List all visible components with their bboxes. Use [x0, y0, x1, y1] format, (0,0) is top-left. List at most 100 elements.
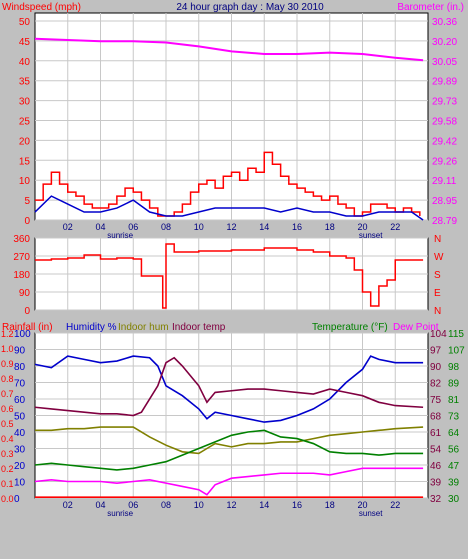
humidity-header: Humidity %: [66, 322, 117, 333]
direction-tick-label: 360: [13, 234, 30, 245]
temp-tick-label: 68: [430, 412, 442, 423]
temp-tick-label: 82: [430, 379, 442, 390]
rain-tick-label: 0.3: [1, 449, 14, 459]
wind-series: [35, 151, 421, 217]
rain-tick-label: 0.4: [1, 434, 14, 444]
direction-tick-label: 180: [13, 270, 30, 281]
temp-tick-label: 104: [430, 329, 447, 340]
baro-tick-label: 30.20: [432, 37, 457, 48]
wind-tick-label: 45: [19, 37, 31, 48]
indoor-tick-label: 47: [448, 461, 460, 472]
rain-tick-label: 0.1: [1, 479, 14, 489]
indoor-temp-header: Indoor temp: [172, 322, 226, 333]
series-humidity-: [34, 355, 424, 423]
x-tick-label: 12: [226, 500, 236, 510]
baro-tick-label: 29.26: [432, 156, 457, 167]
series-indoor-hum: [35, 426, 424, 455]
direction-tick-label: 270: [13, 252, 30, 263]
sunset-label: sunset: [359, 509, 383, 518]
baro-tick-label: 30.05: [432, 57, 457, 68]
wind-tick-label: 20: [19, 136, 31, 147]
series-dew-point: [34, 467, 424, 496]
compass-label: W: [434, 252, 444, 263]
baro-tick-label: 29.89: [432, 77, 457, 88]
chart-title: 24 hour graph day : May 30 2010: [176, 2, 324, 13]
barometer-header-label: Barometer (in.): [397, 2, 464, 13]
compass-label: N: [434, 306, 441, 317]
series-indoor-temp: [34, 356, 424, 417]
baro-tick-label: 29.42: [432, 136, 457, 147]
x-tick-label: 04: [95, 500, 105, 510]
sunset-label: sunset: [359, 231, 383, 240]
rain-tick-label: 0.2: [1, 464, 14, 474]
temp-tick-label: 90: [430, 362, 442, 373]
direction-tick-label: 90: [19, 288, 31, 299]
humidity-tick-label: 10: [14, 478, 26, 489]
temp-tick-label: 54: [430, 445, 442, 456]
rain-tick-label: 0.5: [1, 419, 14, 429]
x-tick-label: 10: [194, 222, 204, 232]
baro-tick-label: 29.73: [432, 97, 457, 108]
x-tick-label: 22: [390, 500, 400, 510]
temp-tick-label: 46: [430, 461, 442, 472]
sunrise-label: sunrise: [107, 509, 133, 518]
x-tick-label: 10: [194, 500, 204, 510]
indoor-tick-label: 56: [448, 445, 460, 456]
temp-tick-label: 97: [430, 346, 442, 357]
humidity-tick-label: 80: [14, 362, 26, 373]
temp-tick-label: 39: [430, 478, 442, 489]
baro-tick-label: 29.11: [432, 176, 457, 187]
temp-tick-label: 75: [430, 395, 442, 406]
rain-tick-label: 1.2: [1, 329, 14, 339]
wind-tick-label: 35: [19, 77, 31, 88]
humidity-tick-label: 50: [14, 412, 26, 423]
baro-tick-label: 28.79: [432, 216, 457, 227]
indoor-tick-label: 89: [448, 379, 460, 390]
compass-label: E: [434, 288, 441, 299]
wind-tick-label: 25: [19, 117, 31, 128]
wind-tick-label: 5: [24, 196, 30, 207]
compass-label: S: [434, 270, 441, 281]
rain-tick-label: 0.0: [1, 494, 14, 504]
x-tick-label: 14: [259, 222, 269, 232]
humidity-tick-label: 100: [14, 329, 31, 340]
x-tick-label: 12: [226, 222, 236, 232]
temperature-header: Temperature (°F): [312, 322, 388, 333]
grid-layer: [35, 13, 428, 499]
indoor-hum-header: Indoor hum: [118, 322, 169, 333]
baro-tick-label: 30.36: [432, 17, 457, 28]
humidity-tick-label: 0: [14, 494, 20, 505]
indoor-tick-label: 115: [448, 329, 464, 340]
wind-avg-series: [34, 195, 424, 221]
x-tick-label: 08: [161, 222, 171, 232]
sunrise-label: sunrise: [107, 231, 133, 240]
x-tick-label: 08: [161, 500, 171, 510]
x-tick-label: 20: [357, 222, 367, 232]
wind-header-label: Windspeed (mph): [2, 2, 81, 13]
x-tick-label: 22: [390, 222, 400, 232]
x-tick-label: 02: [63, 222, 73, 232]
series-temperature-f-: [34, 429, 424, 471]
x-tick-label: 20: [357, 500, 367, 510]
indoor-tick-label: 30: [448, 494, 460, 505]
wind-tick-label: 40: [19, 57, 31, 68]
x-tick-label: 02: [63, 500, 73, 510]
compass-label: N: [434, 234, 441, 245]
series-layer: [34, 37, 424, 498]
indoor-tick-label: 64: [448, 428, 460, 439]
indoor-tick-label: 39: [448, 478, 460, 489]
baro-tick-label: 28.95: [432, 196, 457, 207]
x-tick-label: 06: [128, 222, 138, 232]
dewpoint-header: Dew Point: [393, 322, 439, 333]
rainfall-header: Rainfall (in): [2, 322, 53, 333]
x-tick-label: 18: [325, 500, 335, 510]
direction-series: [35, 243, 424, 309]
x-tick-label: 04: [95, 222, 105, 232]
rain-tick-label: 0.6: [1, 404, 14, 414]
humidity-tick-label: 70: [14, 379, 26, 390]
humidity-tick-label: 20: [14, 461, 26, 472]
barometer-series: [34, 37, 424, 62]
wind-tick-label: 30: [19, 97, 31, 108]
